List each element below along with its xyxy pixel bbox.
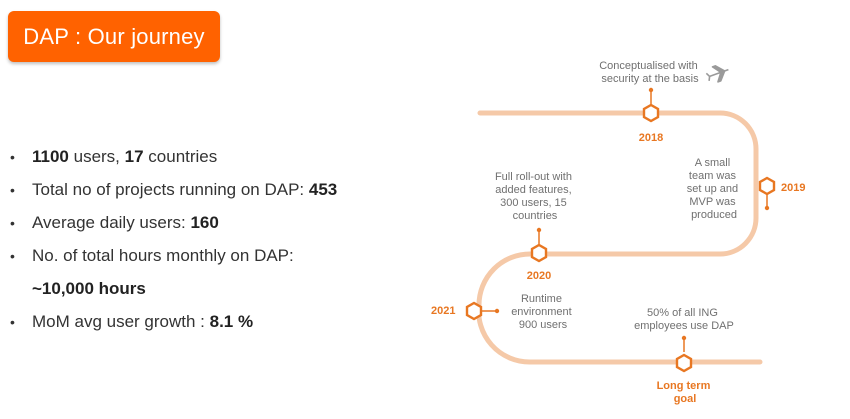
title-badge: DAP : Our journey: [8, 11, 220, 62]
milestone-2018-marker: [642, 103, 660, 123]
milestone-2019-desc: A small team was set up and MVP was prod…: [687, 157, 741, 221]
page-title: DAP : Our journey: [23, 23, 205, 49]
list-item: • Total no of projects running on DAP: 4…: [10, 180, 338, 199]
milestone-goal-desc: 50% of all ING employees use DAP: [634, 307, 734, 332]
list-item: • Average daily users: 160: [10, 213, 219, 232]
journey-path: [476, 110, 763, 365]
stats-list: • 1100 users, 17 countries • Total no of…: [10, 146, 337, 344]
list-item: • 1100 users, 17 countries: [10, 147, 218, 166]
milestone-2021-marker: [465, 301, 483, 321]
milestone-2020-year: 2020: [527, 270, 551, 282]
milestone-2019-year: 2019: [781, 182, 805, 194]
list-item: • No. of total hours monthly on DAP:: [10, 246, 294, 265]
milestone-2018-desc: Conceptualised with security at the basi…: [599, 60, 701, 85]
milestone-2018-year: 2018: [639, 132, 663, 144]
milestone-2021-year: 2021: [431, 305, 455, 317]
milestone-goal-label: Long term goal: [657, 380, 714, 405]
list-item: • MoM avg user growth : 8.1 %: [10, 312, 254, 331]
milestone-2019-marker: [758, 176, 776, 196]
plane-icon: [705, 65, 729, 83]
milestone-2020-desc: Full roll-out with added features, 300 u…: [495, 171, 575, 222]
milestone-2021-desc: Runtime environment 900 users: [511, 293, 575, 331]
milestone-2020-marker: [530, 243, 548, 263]
list-item: ~10,000 hours: [32, 279, 146, 298]
milestone-goal-marker: [675, 353, 693, 373]
